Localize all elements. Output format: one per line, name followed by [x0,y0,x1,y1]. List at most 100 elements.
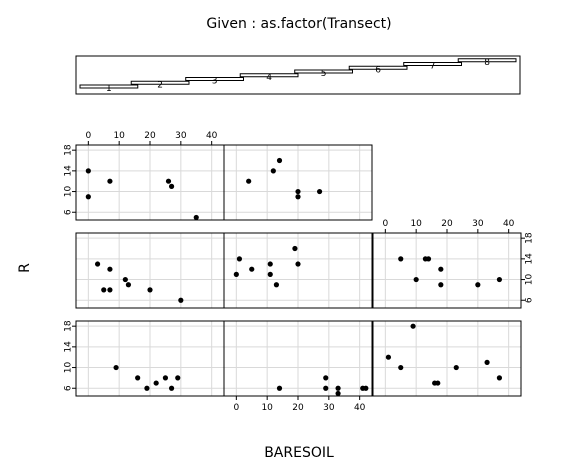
given-level-label: 4 [266,73,272,83]
data-point [168,385,175,391]
given-level-label: 6 [375,65,381,75]
given-level-4 [239,73,299,78]
data-point [193,214,199,221]
given-level-2 [130,80,190,85]
data-point [435,380,441,386]
data-point [147,287,153,293]
data-point [144,385,150,391]
data-point [335,385,341,391]
x-tick-label: 10 [113,131,125,141]
data-point [101,287,107,293]
x-axis: 0 10 20 30 40 [85,131,218,146]
y-tick-label: 6 [64,385,74,391]
data-point [273,282,280,288]
x-tick-label: 0 [382,219,388,229]
panel-4 [75,232,225,309]
data-point [236,256,243,262]
data-point [295,188,301,195]
given-level-label: 5 [321,69,327,79]
data-point [425,256,432,262]
data-point [113,364,119,371]
data-point [267,261,273,267]
data-point [295,194,301,200]
chart-title: Given : as.factor(Transect) [206,16,391,32]
data-point [233,271,239,277]
data-point [316,188,323,195]
axes: 0 10 20 30 40 0 10 20 30 40 0 10 20 30 40 6 10 14 18 6 10 14 1… [64,131,535,413]
data-point [270,168,276,174]
data-point [363,385,369,391]
data-point [85,168,91,174]
panel-3 [372,320,522,397]
given-level-5 [294,69,354,74]
data-point [153,380,159,386]
panel-1 [75,320,225,397]
data-point [484,359,490,365]
given-level-label: 2 [157,80,163,90]
x-tick-label: 20 [292,403,304,413]
data-point [125,282,132,288]
y-tick-label: 10 [64,186,74,198]
given-level-label: 1 [106,84,112,94]
x-tick-label: 30 [175,131,187,141]
data-point [438,266,444,272]
y-axis-label: R [17,263,33,273]
y-tick-label: 18 [525,232,535,244]
panel-frame [372,320,522,397]
data-point [413,276,419,283]
y-tick-label: 14 [525,253,535,265]
panel-2 [223,320,373,397]
y-axis: 6 10 14 18 [64,144,77,215]
data-point [249,266,255,272]
given-level-1 [79,84,139,89]
data-point [292,245,298,252]
data-point [475,282,481,288]
x-tick-label: 10 [410,219,422,229]
x-tick-label: 30 [472,219,484,229]
data-point [246,178,252,184]
given-level-label: 8 [484,58,490,68]
given-panel-frame [75,55,521,95]
scatter-panels [75,144,522,397]
data-point [276,385,283,391]
panel-6 [372,232,522,309]
data-point [162,375,169,381]
data-point [295,261,301,267]
x-tick-label: 40 [354,403,366,413]
data-point [496,276,503,283]
x-tick-label: 0 [85,131,91,141]
given-level-6 [348,65,408,70]
data-point [335,390,341,397]
y-axis: 6 10 14 18 [64,320,77,391]
x-axis: 0 10 20 30 40 [233,395,366,413]
y-axis: 6 10 14 18 [520,232,535,303]
data-point [175,375,181,381]
x-tick-label: 40 [503,219,515,229]
panel-7 [75,144,225,221]
given-level-label: 7 [430,62,436,72]
data-point [453,364,459,371]
x-axis-label: BARESOIL [264,445,334,461]
data-point [107,287,113,293]
data-point [165,178,172,184]
given-level-8 [457,58,517,63]
y-tick-label: 10 [64,362,74,374]
data-point [178,297,184,303]
x-tick-label: 10 [261,403,273,413]
y-tick-label: 18 [64,144,74,156]
data-point [135,375,141,381]
x-tick-label: 40 [206,131,218,141]
panel-frame [223,232,373,309]
data-point [323,375,329,381]
data-point [398,364,404,371]
given-level-3 [185,77,244,81]
given-level-7 [403,62,463,66]
data-point [122,276,128,283]
y-tick-label: 14 [64,341,74,353]
data-point [267,271,273,277]
data-point [85,194,91,200]
panel-8 [223,144,373,221]
y-tick-label: 6 [64,209,74,215]
given-levels-panel: 1 2 3 4 5 6 7 8 [75,55,521,95]
